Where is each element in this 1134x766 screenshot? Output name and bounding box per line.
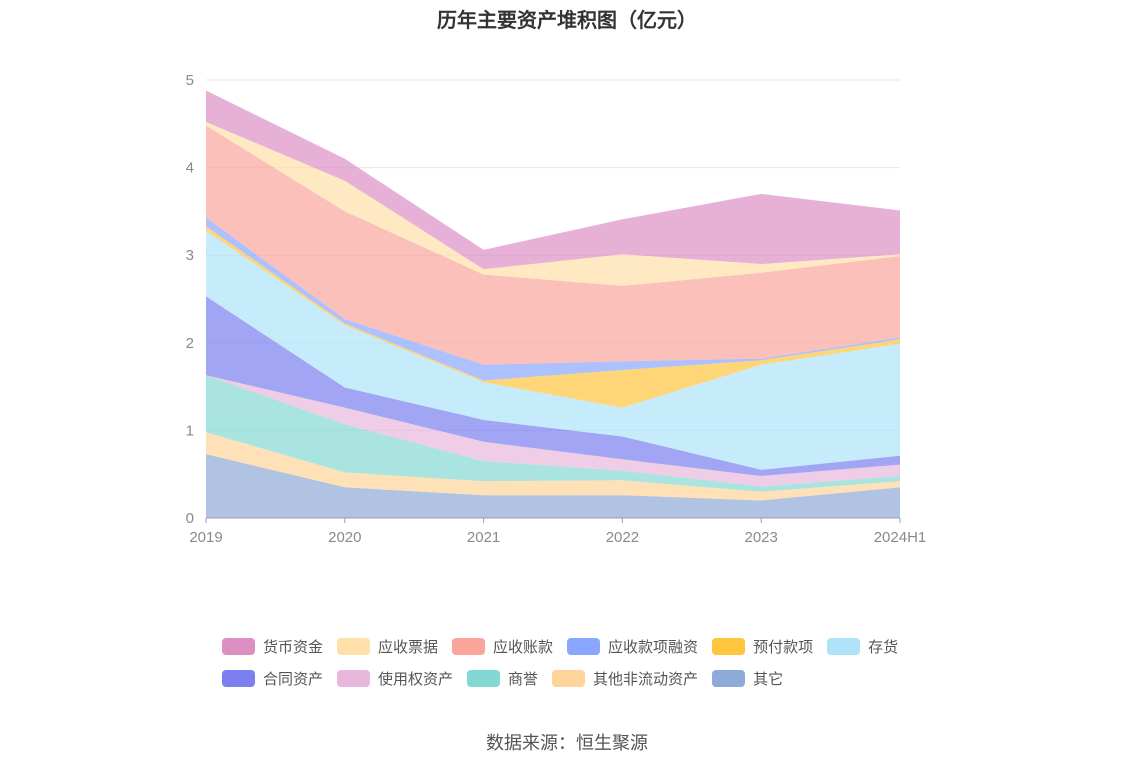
legend-row: 货币资金 应收票据 应收账款 应收款项融资 预付款项 存货: [222, 630, 942, 662]
legend-swatch: [712, 637, 746, 655]
legend-label: 合同资产: [263, 670, 324, 688]
legend-item[interactable]: 商誉: [467, 668, 538, 689]
area-合同资产: [206, 296, 900, 476]
x-tick-label: 2022: [606, 529, 639, 546]
legend-label: 其它: [753, 670, 784, 688]
area-应收账款: [206, 125, 900, 365]
x-tick-label: 2020: [328, 529, 361, 546]
y-tick-label: 0: [186, 510, 194, 527]
legend-row: 合同资产 使用权资产 商誉 其他非流动资产 其它: [222, 662, 942, 694]
area-商誉: [206, 375, 900, 492]
area-货币资金: [206, 90, 900, 270]
legend-swatch: [467, 669, 501, 687]
legend-item[interactable]: 货币资金: [222, 636, 323, 657]
legend-item[interactable]: 应收款项融资: [567, 636, 698, 657]
legend-label: 应收票据: [378, 638, 439, 656]
x-tick-label: 2023: [745, 529, 778, 546]
x-tick-label: 2019: [189, 529, 222, 546]
legend-label: 应收账款: [493, 638, 554, 656]
y-tick-label: 1: [186, 422, 194, 439]
legend-swatch: [222, 669, 255, 687]
legend-swatch: [567, 637, 601, 655]
legend-swatch: [337, 637, 371, 655]
legend-swatch: [827, 637, 861, 655]
legend-item[interactable]: 其它: [712, 668, 783, 689]
legend-label: 预付款项: [753, 638, 814, 656]
legend-swatch: [222, 637, 255, 655]
x-tick-label: 2024H1: [874, 529, 927, 546]
y-tick-label: 5: [186, 72, 194, 89]
legend-swatch: [452, 637, 486, 655]
y-tick-label: 4: [186, 160, 194, 177]
legend-swatch: [337, 669, 371, 687]
data-source-note: 数据来源：恒生聚源: [486, 733, 648, 753]
legend-item[interactable]: 使用权资产: [337, 668, 453, 689]
legend-label: 商誉: [508, 670, 539, 688]
chart-title: 历年主要资产堆积图（亿元）: [437, 10, 697, 32]
legend-label: 存货: [868, 638, 899, 656]
area-存货: [206, 230, 900, 470]
area-使用权资产: [206, 375, 900, 487]
legend-label: 货币资金: [263, 638, 324, 656]
legend-swatch: [552, 669, 586, 687]
legend-item[interactable]: 合同资产: [222, 668, 323, 689]
legend-item[interactable]: 预付款项: [712, 636, 813, 657]
legend-item[interactable]: 应收票据: [337, 636, 438, 657]
area-其他非流动资产: [206, 432, 900, 501]
area-其它: [206, 454, 900, 518]
x-tick-label: 2021: [467, 529, 500, 546]
legend-label: 应收款项融资: [608, 638, 699, 656]
legend-item[interactable]: 其他非流动资产: [552, 668, 698, 689]
legend-item[interactable]: 存货: [827, 636, 898, 657]
legend-swatch: [712, 669, 746, 687]
y-tick-label: 3: [186, 247, 194, 264]
legend-label: 其他非流动资产: [593, 670, 699, 688]
legend-label: 使用权资产: [378, 670, 454, 688]
legend: 货币资金 应收票据 应收账款 应收款项融资 预付款项 存货 合同资产 使用权资产 商誉 其他非流…: [222, 630, 942, 694]
legend-item[interactable]: 应收账款: [452, 636, 553, 657]
stacked-area-chart: 0 1 2 3 4 5 2019 2020 2021 2022 2023 2024H1: [186, 72, 927, 546]
y-tick-label: 2: [186, 335, 194, 352]
area-应收票据: [206, 122, 900, 286]
